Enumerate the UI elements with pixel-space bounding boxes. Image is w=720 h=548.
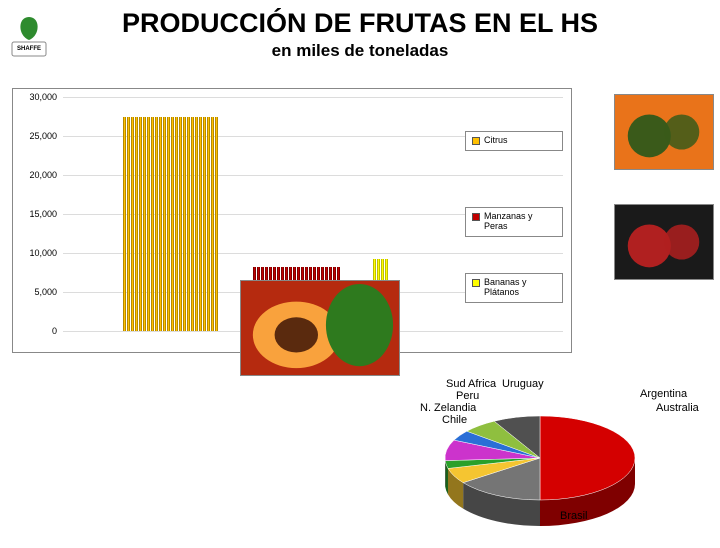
- pie-label: N. Zelandia: [420, 402, 476, 414]
- legend-swatch: [472, 279, 480, 287]
- pie-label: Argentina: [640, 388, 687, 400]
- bar: [143, 117, 146, 332]
- pie-label: Chile: [442, 414, 467, 426]
- bar: [211, 117, 214, 332]
- legend-swatch: [472, 137, 480, 145]
- bar: [123, 117, 126, 332]
- bar: [139, 117, 142, 332]
- gridline: [63, 97, 563, 98]
- pie-label: Peru: [456, 390, 479, 402]
- bar: [207, 117, 210, 332]
- legend-label: Citrus: [484, 136, 508, 146]
- bar: [183, 117, 186, 332]
- page-subtitle: en miles de toneladas: [0, 41, 720, 61]
- bar: [163, 117, 166, 332]
- legend-swatch: [472, 213, 480, 221]
- svg-text:SHAFFE: SHAFFE: [17, 46, 41, 52]
- pie-label: Brasil: [560, 510, 588, 522]
- legend-manzanas: Manzanas y Peras: [465, 207, 563, 237]
- bar: [151, 117, 154, 332]
- bar: [187, 117, 190, 332]
- pie-label: Australia: [656, 402, 699, 414]
- bar: [179, 117, 182, 332]
- y-axis-label: 20,000: [17, 170, 57, 180]
- y-axis-label: 0: [17, 326, 57, 336]
- bar: [195, 117, 198, 332]
- bar: [147, 117, 150, 332]
- pie-chart-svg: [440, 408, 640, 548]
- bar: [135, 117, 138, 332]
- pie-chart: Brasil Argentina Australia Uruguay Sud Afric…: [360, 378, 710, 538]
- y-axis-label: 10,000: [17, 248, 57, 258]
- bar: [175, 117, 178, 332]
- bar: [171, 117, 174, 332]
- y-axis-label: 25,000: [17, 131, 57, 141]
- legend-label: Bananas y Plátanos: [484, 278, 556, 298]
- bar: [167, 117, 170, 332]
- bar: [127, 117, 130, 332]
- bar: [155, 117, 158, 332]
- bar: [215, 117, 218, 332]
- legend-bananas: Bananas y Plátanos: [465, 273, 563, 303]
- pie-label: Sud Africa: [446, 378, 496, 390]
- citrus-photo: [614, 94, 714, 170]
- page-title: PRODUCCIÓN DE FRUTAS EN EL HS: [0, 8, 720, 39]
- bar: [199, 117, 202, 332]
- bar: [159, 117, 162, 332]
- bar: [191, 117, 194, 332]
- pie-label: Uruguay: [502, 378, 544, 390]
- bar: [131, 117, 134, 332]
- shaffe-logo: SHAFFE: [6, 14, 52, 60]
- legend-citrus: Citrus: [465, 131, 563, 151]
- papaya-photo: [240, 280, 400, 376]
- bar-cluster: [123, 117, 219, 332]
- bar: [203, 117, 206, 332]
- fruitbowl-photo: [614, 204, 714, 280]
- y-axis-label: 5,000: [17, 287, 57, 297]
- legend-label: Manzanas y Peras: [484, 212, 556, 232]
- y-axis-label: 15,000: [17, 209, 57, 219]
- y-axis-label: 30,000: [17, 92, 57, 102]
